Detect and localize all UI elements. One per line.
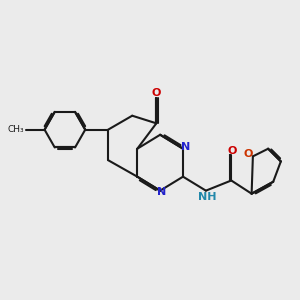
Text: N: N — [182, 142, 191, 152]
Text: CH₃: CH₃ — [8, 125, 24, 134]
Text: N: N — [157, 187, 166, 197]
Text: O: O — [244, 149, 253, 159]
Text: O: O — [152, 88, 161, 98]
Text: NH: NH — [198, 192, 216, 202]
Text: O: O — [228, 146, 237, 155]
